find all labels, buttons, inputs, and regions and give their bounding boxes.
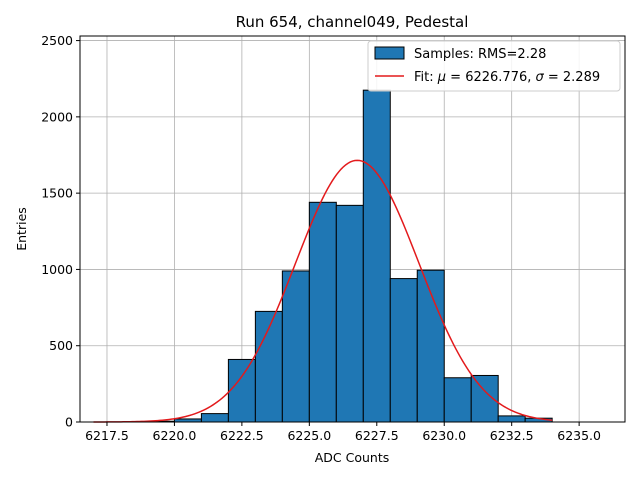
histogram-bar bbox=[497, 415, 526, 423]
y-tick-label: 2000 bbox=[41, 109, 73, 124]
histogram-bar bbox=[227, 358, 256, 423]
legend-fit-prefix: Fit: bbox=[414, 70, 438, 85]
histogram-bar bbox=[389, 278, 418, 423]
x-tick-label: 6225.0 bbox=[287, 428, 331, 443]
legend-box bbox=[367, 40, 621, 92]
histogram-bar bbox=[443, 377, 472, 423]
y-tick-label: 0 bbox=[65, 415, 73, 430]
histogram-bar bbox=[335, 204, 364, 423]
fit-curve-group bbox=[93, 159, 553, 423]
x-tick-label: 6227.5 bbox=[355, 428, 399, 443]
x-tick-label: 6232.5 bbox=[490, 428, 534, 443]
histogram-bar bbox=[281, 270, 310, 423]
legend-fit-sigma-value: = 2.289 bbox=[544, 70, 600, 85]
x-axis-ticks: 6217.5 6220.0 6222.5 6225.0 6227.5 6230.0 6232… bbox=[85, 422, 601, 443]
chart-title: Run 654, channel049, Pedestal bbox=[236, 13, 469, 31]
histogram-bar bbox=[416, 269, 445, 423]
x-tick-label: 6217.5 bbox=[85, 428, 129, 443]
legend-fit-label: Fit: μ = 6226.776, σ = 2.289 bbox=[414, 70, 600, 85]
legend-fit-mu-value: = 6226.776, bbox=[446, 70, 535, 85]
histogram-bar bbox=[308, 201, 337, 423]
x-tick-label: 6235.0 bbox=[557, 428, 601, 443]
plot-frame bbox=[79, 35, 626, 423]
x-axis-label: ADC Counts bbox=[315, 450, 390, 465]
y-tick-label: 1500 bbox=[41, 186, 73, 201]
y-tick-label: 500 bbox=[49, 338, 73, 353]
x-tick-label: 6230.0 bbox=[422, 428, 466, 443]
legend-histogram-label: Samples: RMS=2.28 bbox=[414, 47, 546, 62]
legend-histogram-swatch bbox=[374, 46, 405, 60]
histogram-bars bbox=[146, 89, 553, 423]
y-axis-ticks: 0 500 1000 1500 2000 2500 bbox=[41, 33, 80, 430]
histogram-bar bbox=[200, 413, 229, 423]
y-tick-label: 1000 bbox=[41, 262, 73, 277]
y-axis-label: Entries bbox=[14, 207, 29, 251]
x-tick-label: 6222.5 bbox=[220, 428, 264, 443]
legend-fit-mu-symbol: μ bbox=[437, 70, 446, 85]
fit-curve bbox=[93, 159, 553, 423]
histogram-bar bbox=[362, 89, 391, 423]
legend: Samples: RMS=2.28 Fit: μ = 6226.776, σ =… bbox=[367, 40, 621, 92]
y-tick-label: 2500 bbox=[41, 33, 73, 48]
x-tick-label: 6220.0 bbox=[153, 428, 197, 443]
legend-fit-sigma-symbol: σ bbox=[536, 70, 545, 85]
